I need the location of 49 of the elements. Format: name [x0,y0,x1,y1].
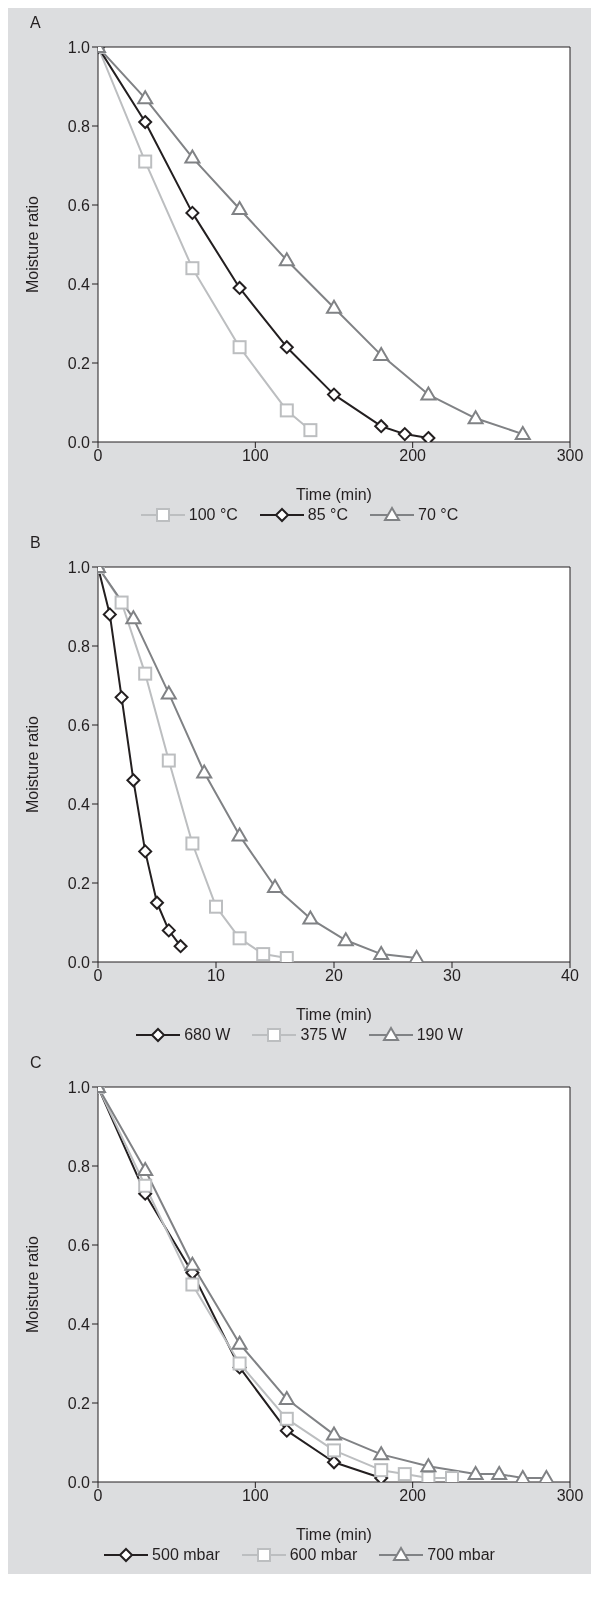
x-tick-label: 300 [556,1487,584,1505]
y-tick-label: 0.2 [67,1394,91,1412]
x-tick-label: 40 [561,967,579,985]
legend-label: 600 mbar [289,1546,358,1564]
chart-title: A [29,14,42,33]
y-tick-label: 0.0 [67,1473,91,1491]
legend-label: 700 mbar [427,1546,495,1564]
y-tick-label: 0.6 [67,1236,91,1254]
y-tick-label: 0.4 [67,275,91,293]
x-axis-title: Time (min) [296,1526,372,1543]
x-tick-label: 20 [325,967,343,985]
legend-label: 190 W [416,1026,463,1044]
legend-label: 85 °C [307,506,349,524]
y-tick-label: 1.0 [67,558,91,576]
legend-label: 70 °C [418,506,459,524]
legend-label: 100 °C [188,506,238,524]
y-tick-label: 0.8 [67,637,91,655]
x-tick-label: 300 [556,447,584,465]
y-tick-label: 0.4 [67,1315,91,1333]
y-axis-title: Moisture ratio [23,715,41,813]
chart-title: C [29,1054,43,1073]
x-tick-label: 10 [207,967,225,985]
y-tick-label: 1.0 [67,38,91,56]
chart-title: B [29,534,42,553]
y-tick-label: 0.4 [67,795,91,813]
y-tick-label: 0.8 [67,117,91,135]
y-axis-title: Moisture ratio [23,1235,41,1333]
x-tick-label: 0 [93,1487,103,1505]
legend-label: 680 W [184,1026,231,1044]
x-tick-label: 30 [443,967,461,985]
y-tick-label: 0.6 [67,716,91,734]
x-tick-label: 100 [241,1487,269,1505]
legend-label: 375 W [300,1026,347,1044]
y-tick-label: 0.2 [67,874,91,892]
x-axis-title: Time (min) [296,486,372,503]
x-tick-label: 200 [399,1487,427,1505]
y-tick-label: 1.0 [67,1078,91,1096]
x-tick-label: 0 [93,967,103,985]
y-tick-label: 0.8 [67,1157,91,1175]
y-tick-label: 0.6 [67,196,91,214]
x-axis-title: Time (min) [296,1006,372,1023]
x-tick-label: 100 [241,447,269,465]
x-tick-label: 200 [399,447,427,465]
y-tick-label: 0.2 [67,354,91,372]
y-tick-label: 0.0 [67,433,91,451]
x-tick-label: 0 [93,447,103,465]
y-tick-label: 0.0 [67,953,91,971]
y-axis-title: Moisture ratio [23,195,41,293]
legend-label: 500 mbar [152,1546,220,1564]
